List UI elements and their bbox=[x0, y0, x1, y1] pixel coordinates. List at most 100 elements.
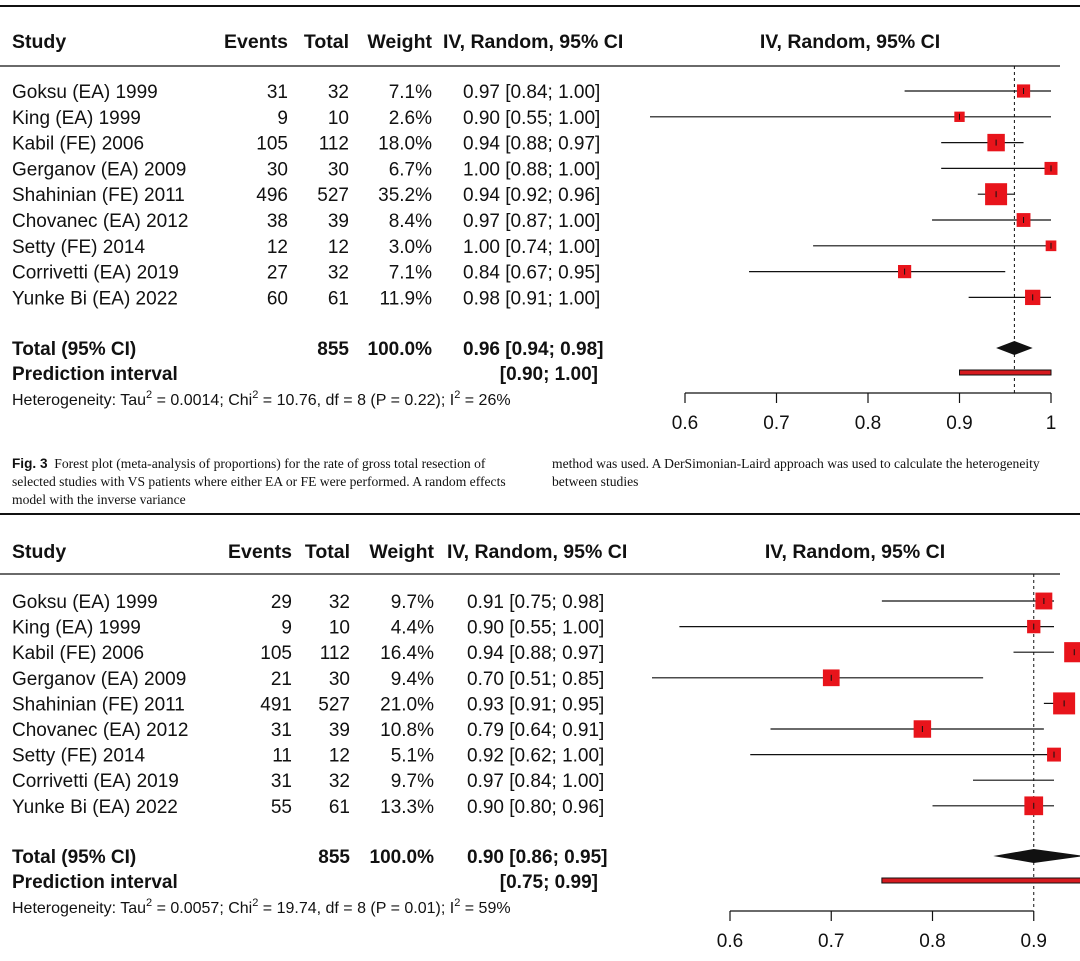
study-ci-text: 0.79 [0.64; 0.91] bbox=[467, 720, 604, 741]
heterogeneity-chi: = 10.76, df = 8 (P = 0.22); I bbox=[258, 392, 454, 409]
study-name: Goksu (EA) 1999 bbox=[12, 82, 158, 103]
col-header-study: Study bbox=[12, 541, 66, 563]
study-total: 39 bbox=[329, 720, 350, 741]
study-name: Yunke Bi (EA) 2022 bbox=[12, 288, 178, 309]
study-name: Gerganov (EA) 2009 bbox=[12, 669, 186, 690]
study-name: Setty (FE) 2014 bbox=[12, 237, 145, 258]
study-total: 32 bbox=[328, 263, 349, 284]
plot-title: IV, Random, 95% CI bbox=[760, 31, 940, 53]
study-events: 60 bbox=[267, 288, 288, 309]
study-ci-text: 0.94 [0.88; 0.97] bbox=[463, 134, 600, 155]
study-ci-text: 1.00 [0.74; 1.00] bbox=[463, 237, 600, 258]
study-total: 527 bbox=[317, 185, 349, 206]
study-total: 12 bbox=[328, 237, 349, 258]
col-header-events: Events bbox=[224, 31, 288, 53]
study-name: Shahinian (FE) 2011 bbox=[12, 694, 185, 715]
study-ci-text: 0.91 [0.75; 0.98] bbox=[467, 592, 604, 613]
caption-left: Fig. 3 Forest plot (meta-analysis of pro… bbox=[12, 455, 517, 509]
col-header-weight: Weight bbox=[367, 31, 432, 53]
study-weight: 16.4% bbox=[380, 643, 434, 664]
col-header-ci: IV, Random, 95% CI bbox=[443, 31, 623, 53]
forest-plot-gtr: Study Events Total Weight IV, Random, 95% CI… bbox=[0, 5, 1080, 434]
total-ci-text: 0.90 [0.86; 0.95] bbox=[467, 847, 607, 868]
caption-fig-label: Fig. 3 bbox=[12, 456, 48, 471]
caption-right-text: method was used. A DerSimonian-Laird app… bbox=[552, 456, 1040, 489]
heterogeneity-tau: = 0.0057; Chi bbox=[152, 900, 252, 917]
study-total: 30 bbox=[328, 159, 349, 180]
superscript-2: 2 bbox=[252, 389, 258, 401]
study-total: 12 bbox=[329, 746, 350, 767]
study-total: 527 bbox=[318, 694, 350, 715]
study-weight: 6.7% bbox=[389, 159, 432, 180]
study-events: 491 bbox=[260, 694, 292, 715]
col-header-weight: Weight bbox=[369, 541, 434, 563]
superscript-2: 2 bbox=[454, 389, 460, 401]
plot-title: IV, Random, 95% CI bbox=[765, 541, 945, 563]
prediction-label: Prediction interval bbox=[12, 364, 178, 385]
study-events: 11 bbox=[272, 746, 292, 767]
study-ci-text: 0.90 [0.80; 0.96] bbox=[467, 797, 604, 818]
study-weight-box bbox=[1064, 642, 1080, 663]
study-total: 61 bbox=[328, 288, 349, 309]
study-events: 27 bbox=[267, 263, 288, 284]
x-tick-label: 0.6 bbox=[672, 413, 698, 434]
study-weight: 35.2% bbox=[378, 185, 432, 206]
study-total: 112 bbox=[319, 134, 349, 155]
study-ci-text: 0.97 [0.84; 1.00] bbox=[463, 82, 600, 103]
study-events: 12 bbox=[267, 237, 288, 258]
study-ci-text: 0.84 [0.67; 0.95] bbox=[463, 263, 600, 284]
study-events: 31 bbox=[271, 720, 292, 741]
pooled-diamond bbox=[993, 849, 1080, 863]
total-label: Total (95% CI) bbox=[12, 339, 136, 360]
x-tick-label: 0.7 bbox=[763, 413, 789, 434]
study-ci-text: 0.97 [0.87; 1.00] bbox=[463, 211, 600, 232]
study-weight: 4.4% bbox=[391, 618, 434, 639]
col-header-ci: IV, Random, 95% CI bbox=[447, 541, 627, 563]
study-events: 31 bbox=[271, 771, 292, 792]
study-events: 105 bbox=[256, 134, 288, 155]
study-weight: 5.1% bbox=[391, 746, 434, 767]
study-weight: 9.7% bbox=[391, 771, 434, 792]
study-weight: 9.4% bbox=[391, 669, 434, 690]
study-weight: 11.9% bbox=[380, 288, 433, 309]
pooled-diamond bbox=[996, 341, 1033, 355]
total-ci-text: 0.96 [0.94; 0.98] bbox=[463, 339, 603, 360]
study-name: Corrivetti (EA) 2019 bbox=[12, 771, 179, 792]
heterogeneity-text: Heterogeneity: Tau2 = 0.0057; Chi2 = 19.… bbox=[12, 897, 511, 917]
study-total: 112 bbox=[320, 643, 350, 664]
study-weight: 3.0% bbox=[389, 237, 432, 258]
study-ci-text: 0.94 [0.92; 0.96] bbox=[463, 185, 600, 206]
study-ci-text: 1.00 [0.88; 1.00] bbox=[463, 159, 600, 180]
study-name: Kabil (FE) 2006 bbox=[12, 643, 144, 664]
prediction-interval-bar bbox=[959, 369, 1052, 376]
heterogeneity-prefix: Heterogeneity: Tau bbox=[12, 900, 146, 917]
study-events: 496 bbox=[256, 185, 288, 206]
x-tick-label: 0.9 bbox=[946, 413, 972, 434]
study-ci-text: 0.97 [0.84; 1.00] bbox=[467, 771, 604, 792]
x-tick-label: 0.7 bbox=[818, 931, 844, 952]
total-n: 855 bbox=[317, 339, 349, 360]
total-weight: 100.0% bbox=[368, 339, 433, 360]
figure-caption: Fig. 3 Forest plot (meta-analysis of pro… bbox=[12, 455, 1062, 525]
prediction-ci-text: [0.90; 1.00] bbox=[500, 364, 598, 385]
study-weight: 7.1% bbox=[389, 263, 432, 284]
study-events: 38 bbox=[267, 211, 288, 232]
superscript-2: 2 bbox=[454, 897, 460, 909]
x-tick-label: 0.8 bbox=[855, 413, 881, 434]
total-label: Total (95% CI) bbox=[12, 847, 136, 868]
heterogeneity-text: Heterogeneity: Tau2 = 0.0014; Chi2 = 10.… bbox=[12, 389, 511, 409]
prediction-label: Prediction interval bbox=[12, 872, 178, 893]
study-weight: 13.3% bbox=[380, 797, 434, 818]
study-ci-text: 0.93 [0.91; 0.95] bbox=[467, 694, 604, 715]
col-header-total: Total bbox=[304, 31, 349, 53]
study-total: 10 bbox=[329, 618, 350, 639]
superscript-2: 2 bbox=[146, 897, 152, 909]
x-tick-label: 0.8 bbox=[919, 931, 945, 952]
prediction-interval-bar bbox=[881, 877, 1080, 884]
x-tick-label: 1 bbox=[1046, 413, 1057, 434]
heterogeneity-prefix: Heterogeneity: Tau bbox=[12, 392, 146, 409]
study-total: 39 bbox=[328, 211, 349, 232]
study-total: 10 bbox=[328, 108, 349, 129]
study-ci-text: 0.70 [0.51; 0.85] bbox=[467, 669, 604, 690]
study-events: 105 bbox=[260, 643, 292, 664]
